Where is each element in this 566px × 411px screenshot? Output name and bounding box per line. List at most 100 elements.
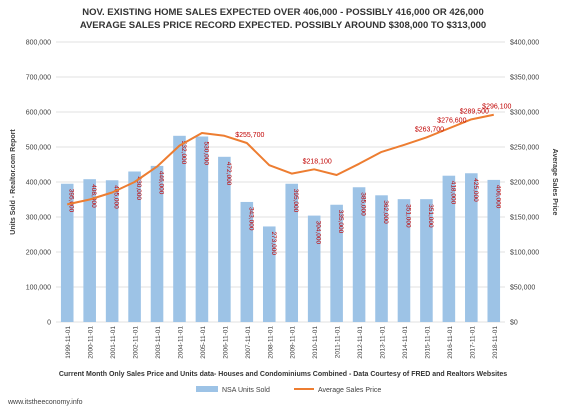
x-tick-label: 1999-11-01 bbox=[65, 326, 72, 359]
x-tick-label: 2007-11-01 bbox=[245, 326, 252, 359]
bar bbox=[128, 171, 141, 322]
bar bbox=[397, 199, 411, 322]
bar-value-label: 351,000 bbox=[404, 204, 411, 228]
bar-value-label: 304,000 bbox=[315, 221, 322, 245]
bar-value-label: 343,000 bbox=[247, 207, 254, 231]
bar bbox=[105, 180, 119, 322]
left-tick-label: 300,000 bbox=[26, 215, 51, 222]
x-tick-label: 2004-11-01 bbox=[177, 326, 184, 359]
x-tick-label: 2010-11-01 bbox=[312, 326, 319, 359]
price-value-label: $276,600 bbox=[437, 117, 466, 124]
bar bbox=[285, 183, 299, 322]
bar-value-label: 351,000 bbox=[427, 204, 434, 228]
bar-value-label: 425,000 bbox=[472, 178, 479, 202]
bar-value-label: 362,000 bbox=[382, 200, 389, 224]
left-tick-label: 600,000 bbox=[26, 110, 51, 117]
right-tick-label: $200,000 bbox=[510, 180, 539, 187]
bar bbox=[375, 195, 388, 322]
bar bbox=[218, 156, 231, 322]
bar-value-label: 446,000 bbox=[158, 171, 165, 195]
chart-title-line-1: NOV. EXISTING HOME SALES EXPECTED OVER 4… bbox=[82, 7, 483, 18]
x-tick-label: 2016-11-01 bbox=[447, 326, 454, 359]
price-value-label: $255,700 bbox=[235, 132, 264, 139]
bar bbox=[60, 183, 74, 322]
bar bbox=[442, 175, 456, 322]
bar bbox=[352, 187, 366, 322]
legend-swatch-units bbox=[196, 386, 218, 392]
bar bbox=[262, 226, 276, 322]
left-axis-label: Units Sold - Realtor.com Report bbox=[10, 129, 17, 235]
bar-value-label: 395,000 bbox=[68, 189, 75, 213]
price-labels: $255,700 $218,100 $263,700 $276,600 $289,500… bbox=[235, 104, 511, 166]
right-axis-ticks: $0 $50,000 $100,000 $150,000 $200,000 $250,00… bbox=[510, 40, 539, 327]
bar bbox=[465, 173, 478, 322]
bar-labels: 395,000 408,000 405,000 430,000 446,000 532,0… bbox=[68, 141, 502, 256]
bar bbox=[150, 165, 164, 322]
x-tick-label: 2017-11-01 bbox=[469, 326, 476, 359]
x-tick-label: 2008-11-01 bbox=[267, 326, 274, 359]
right-tick-label: $50,000 bbox=[510, 285, 535, 292]
bar bbox=[330, 204, 343, 322]
left-tick-label: 400,000 bbox=[26, 180, 51, 187]
bar-value-label: 532,000 bbox=[180, 141, 187, 165]
left-tick-label: 500,000 bbox=[26, 145, 51, 152]
bar-value-label: 430,000 bbox=[135, 177, 142, 201]
x-axis-caption: Current Month Only Sales Price and Units… bbox=[59, 371, 507, 378]
bar bbox=[195, 136, 209, 322]
bar-value-label: 530,000 bbox=[202, 142, 209, 166]
bar bbox=[173, 135, 186, 322]
left-tick-label: 0 bbox=[47, 320, 51, 327]
right-tick-label: $300,000 bbox=[510, 110, 539, 117]
bars bbox=[60, 135, 501, 322]
x-tick-label: 2011-11-01 bbox=[335, 326, 342, 359]
price-value-label: $296,100 bbox=[482, 104, 511, 111]
right-tick-label: $150,000 bbox=[510, 215, 539, 222]
right-tick-label: $0 bbox=[510, 320, 518, 327]
price-line bbox=[67, 113, 494, 206]
left-tick-label: 700,000 bbox=[26, 75, 51, 82]
x-tick-label: 2014-11-01 bbox=[402, 326, 409, 359]
chart-title-line-2: AVERAGE SALES PRICE RECORD EXPECTED. POS… bbox=[80, 20, 486, 31]
left-tick-label: 100,000 bbox=[26, 285, 51, 292]
x-tick-label: 2005-11-01 bbox=[200, 326, 207, 359]
x-tick-label: 2006-11-01 bbox=[222, 326, 229, 359]
x-tick-label: 2001-11-01 bbox=[110, 326, 117, 359]
price-value-label: $263,700 bbox=[415, 126, 444, 133]
x-tick-label: 2018-11-01 bbox=[492, 326, 499, 359]
right-tick-label: $100,000 bbox=[510, 250, 539, 257]
x-tick-label: 2000-11-01 bbox=[88, 326, 95, 359]
bar-value-label: 472,000 bbox=[225, 162, 232, 186]
right-tick-label: $350,000 bbox=[510, 75, 539, 82]
bar-value-label: 408,000 bbox=[90, 184, 97, 208]
bar bbox=[487, 179, 501, 322]
bar-value-label: 395,000 bbox=[292, 189, 299, 213]
x-tick-label: 2012-11-01 bbox=[357, 326, 364, 359]
legend-label-units: NSA Units Sold bbox=[222, 387, 270, 394]
bar-value-label: 405,000 bbox=[113, 185, 120, 209]
bar-value-label: 418,000 bbox=[449, 181, 456, 205]
right-tick-label: $400,000 bbox=[510, 40, 539, 47]
right-axis-label: Average Sales Price bbox=[551, 149, 558, 216]
price-value-label: $218,100 bbox=[303, 158, 332, 165]
bar bbox=[307, 215, 321, 322]
x-tick-label: 2013-11-01 bbox=[380, 326, 387, 359]
bar-value-label: 273,000 bbox=[270, 231, 277, 255]
price-series-line bbox=[67, 113, 494, 206]
x-axis-ticks: 1999-11-01 2000-11-01 2001-11-01 2002-11-01… bbox=[65, 326, 499, 359]
bar bbox=[240, 201, 254, 322]
bar-value-label: 385,000 bbox=[360, 192, 367, 216]
left-axis-ticks: 0 100,000 200,000 300,000 400,000 500,000 600,… bbox=[26, 40, 51, 327]
price-value-label: $289,500 bbox=[460, 108, 489, 115]
legend: NSA Units Sold Average Sales Price bbox=[196, 386, 381, 394]
bar-value-label: 406,000 bbox=[494, 185, 501, 209]
x-tick-label: 2002-11-01 bbox=[133, 326, 140, 359]
left-tick-label: 800,000 bbox=[26, 40, 51, 47]
x-tick-label: 2009-11-01 bbox=[290, 326, 297, 359]
bar bbox=[83, 179, 96, 322]
legend-label-price: Average Sales Price bbox=[318, 387, 381, 394]
x-tick-label: 2003-11-01 bbox=[155, 326, 162, 359]
website-footer: www.itstheeconomy.info bbox=[7, 399, 83, 406]
right-tick-label: $250,000 bbox=[510, 145, 539, 152]
left-tick-label: 200,000 bbox=[26, 250, 51, 257]
